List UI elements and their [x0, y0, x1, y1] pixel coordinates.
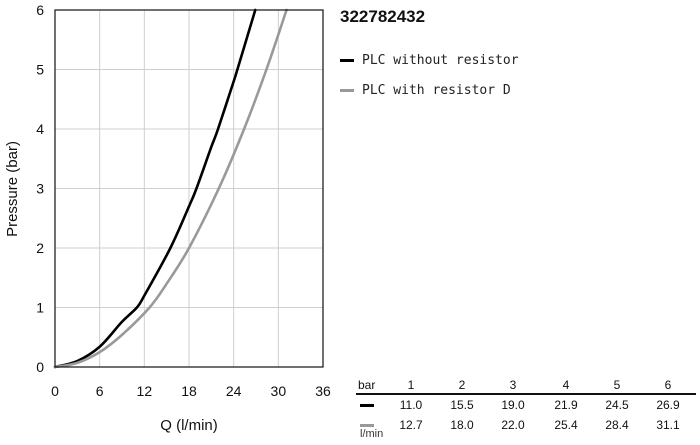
table-header-label: bar: [358, 378, 376, 392]
table-cell: 12.7: [399, 418, 423, 432]
y-tick-label: 2: [36, 240, 44, 256]
table-row-swatch: [360, 404, 374, 407]
series-line-with-resistor: [53, 8, 288, 369]
table-header-row: bar 1 2 3 4 5 6: [356, 378, 696, 398]
y-tick-label: 0: [36, 359, 44, 375]
legend-label: PLC without resistor: [362, 52, 519, 68]
y-tick-label: 4: [36, 121, 44, 137]
table-cell: 25.4: [554, 418, 578, 432]
table-units-label: l/min: [360, 428, 384, 440]
table-cell: 24.5: [605, 398, 629, 412]
x-tick-label: 24: [226, 383, 242, 399]
legend-swatch-black: [340, 58, 354, 62]
table-cell: 15.5: [450, 398, 474, 412]
chart-curves: [53, 8, 288, 369]
y-tick-label: 3: [36, 181, 44, 197]
table-row-swatch: [360, 424, 374, 427]
flow-table: bar 1 2 3 4 5 6 11.0 15.5 19.0 21.9 24.5…: [356, 378, 696, 438]
x-axis-label: Q (l/min): [160, 417, 218, 434]
table-cell: 19.0: [501, 398, 525, 412]
x-tick-label: 12: [137, 383, 153, 399]
x-tick-label: 30: [271, 383, 287, 399]
table-header-cell: 3: [509, 378, 517, 392]
plot-frame: [54, 9, 324, 368]
legend-label: PLC with resistor D: [362, 82, 511, 98]
table-cell: 18.0: [450, 418, 474, 432]
table-cell: 28.4: [605, 418, 629, 432]
table-cell: 21.9: [554, 398, 578, 412]
table-row: 11.0 15.5 19.0 21.9 24.5 26.9: [356, 398, 696, 418]
table-cell: 26.9: [656, 398, 680, 412]
legend-item-without-resistor: PLC without resistor: [340, 50, 519, 70]
x-tick-label: 18: [181, 383, 197, 399]
x-tick-label: 6: [96, 383, 104, 399]
y-tick-label: 1: [36, 300, 44, 316]
legend-swatch-gray: [340, 88, 354, 92]
x-tick-label: 0: [51, 383, 59, 399]
table-row: 12.7 18.0 22.0 25.4 28.4 31.1: [356, 418, 696, 438]
y-tick-label: 6: [36, 2, 44, 18]
table-rule: [356, 393, 696, 395]
table-cell: 22.0: [501, 418, 525, 432]
chart-grid: [54, 9, 324, 368]
table-header-cell: 5: [613, 378, 621, 392]
table-header-cell: 2: [458, 378, 466, 392]
series-line-without-resistor: [53, 8, 257, 369]
table-header-cell: 4: [562, 378, 570, 392]
table-cell: 11.0: [399, 398, 423, 412]
table-cell: 31.1: [656, 418, 680, 432]
y-axis-label: Pressure (bar): [4, 141, 21, 237]
table-header-cell: 6: [664, 378, 672, 392]
table-header-cell: 1: [407, 378, 415, 392]
chart-legend: PLC without resistor PLC with resistor D: [340, 50, 519, 110]
chart-title: 322782432: [340, 7, 426, 26]
y-tick-label: 5: [36, 62, 44, 78]
x-tick-label: 36: [315, 383, 331, 399]
legend-item-with-resistor: PLC with resistor D: [340, 80, 519, 100]
